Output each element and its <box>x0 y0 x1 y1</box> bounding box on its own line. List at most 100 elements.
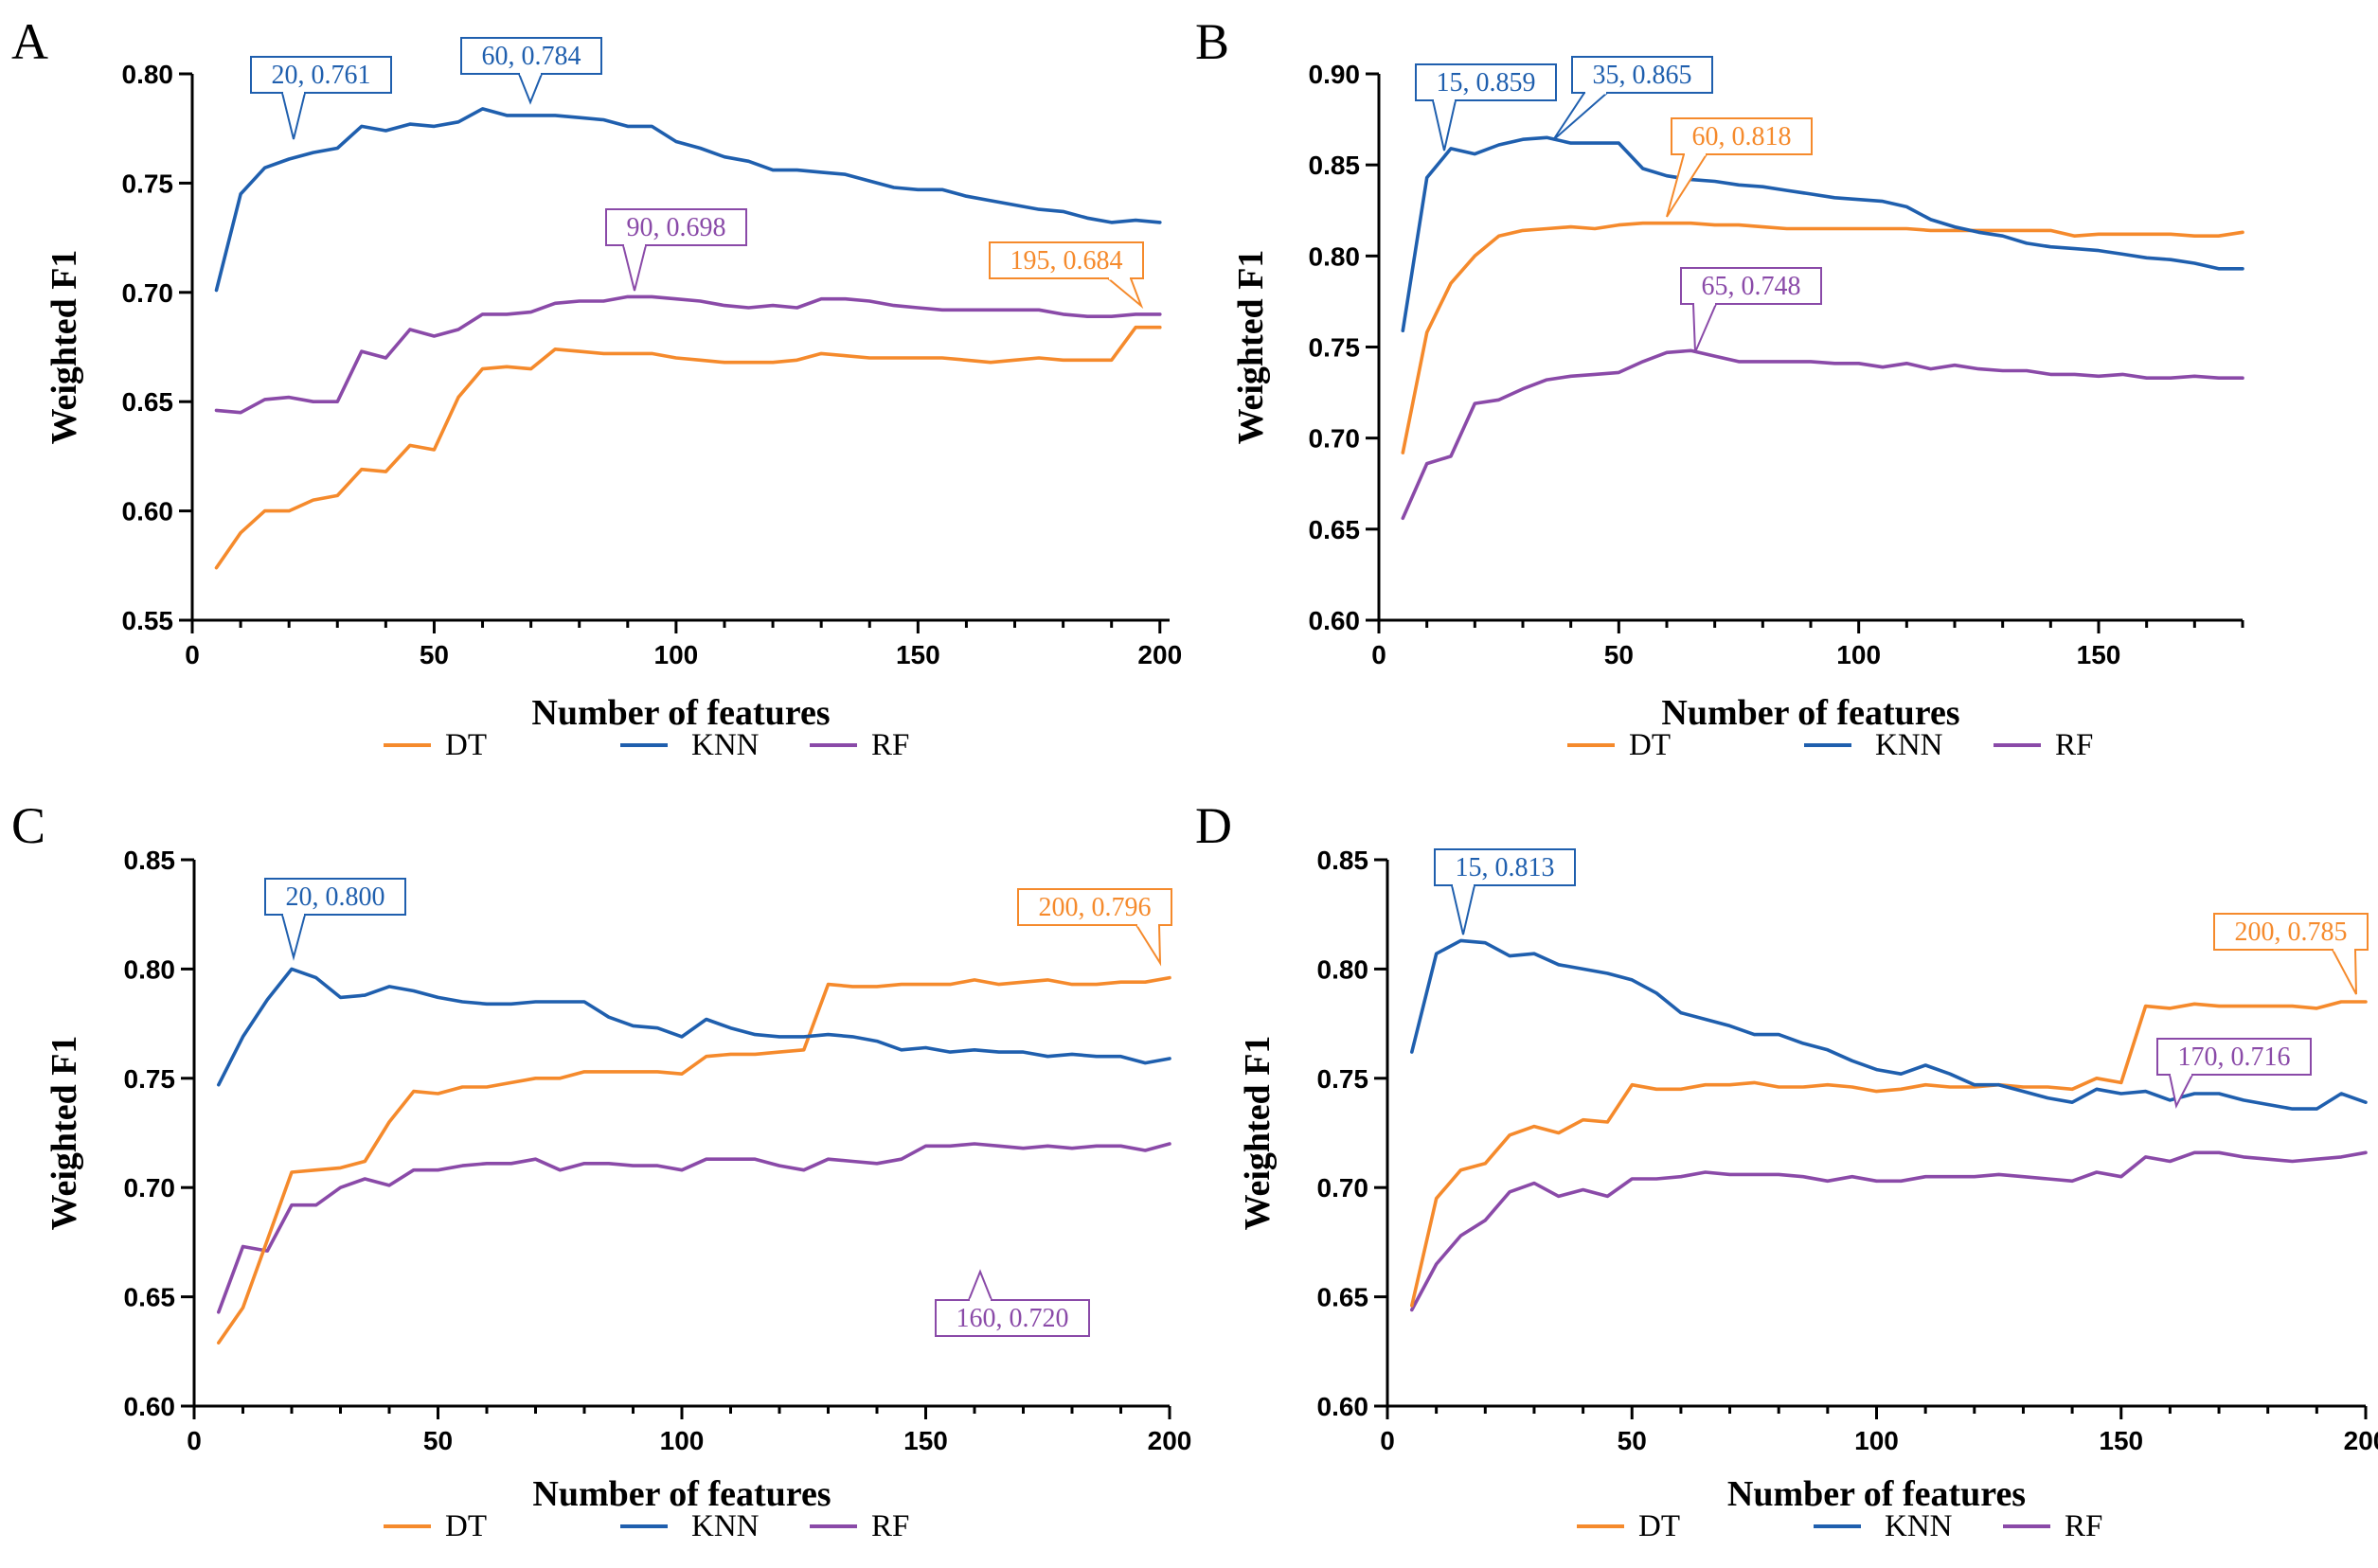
panel-d-series-dt <box>1410 1000 2368 1308</box>
panel-b: B 0.60 0.65 0.70 0.75 0.80 0.85 0.90 0 50 100 150 Nu… <box>1195 13 2244 762</box>
panel-a-annotation: 90, 0.698 <box>605 208 747 292</box>
panel-c: C 0.60 0.65 0.70 0.75 0.80 0.85 0 50 100 150 200 Num… <box>11 797 1191 1543</box>
panel-a-y-tick-label: 0.55 <box>122 606 174 635</box>
panel-a-x-tick-label: 200 <box>1137 640 1182 669</box>
panel-c-x-tick-label: 100 <box>660 1426 705 1455</box>
panel-c-x-tick-label: 50 <box>423 1426 453 1455</box>
panel-c-y-tick-label: 0.85 <box>124 846 176 875</box>
panel-a-series-knn <box>214 107 1162 293</box>
panel-b-annotation-label: 35, 0.865 <box>1593 61 1692 90</box>
panel-b-x-tick-label: 0 <box>1371 640 1386 669</box>
panel-a-annotation-box <box>460 37 602 75</box>
panel-d-annotation: 170, 0.716 <box>2156 1038 2312 1109</box>
panel-a-annotation-box <box>250 56 392 94</box>
panel-c-annotation: 20, 0.800 <box>264 878 406 961</box>
panel-a-annotation: 20, 0.761 <box>250 56 392 140</box>
panel-c-annotation-box <box>935 1299 1090 1337</box>
panel-b-annotation: 15, 0.859 <box>1415 63 1557 151</box>
panel-d-letter: D <box>1195 797 1232 854</box>
panel-c-legend-label-dt: DT <box>445 1509 487 1543</box>
panel-c-annotation-label: 200, 0.796 <box>1039 893 1152 922</box>
panel-d-y-tick-label: 0.75 <box>1317 1064 1369 1094</box>
panel-d-annotation-box <box>2156 1038 2312 1076</box>
panel-c-x-tick-label: 150 <box>903 1426 948 1455</box>
panel-b-x-axis-title: Number of features <box>1661 693 1959 733</box>
panel-b-annotation: 35, 0.865 <box>1552 56 1713 141</box>
panel-c-y-tick-label: 0.65 <box>124 1283 176 1312</box>
panel-b-annotation-box <box>1571 56 1713 94</box>
panel-b-y-tick-label: 0.70 <box>1309 424 1361 454</box>
panel-d-x-tick-label: 50 <box>1618 1426 1647 1455</box>
panel-a: A 0.55 0.60 0.65 0.70 0.75 0.80 0 50 100 150 200 Num… <box>11 13 1182 762</box>
panel-d-legend-label-knn: KNN <box>1885 1509 1953 1543</box>
panel-b-y-axis-title: Weighted F1 <box>1231 250 1271 445</box>
panel-c-y-tick-label: 0.75 <box>124 1064 176 1094</box>
panel-d-series-knn <box>1410 938 2368 1111</box>
panel-a-y-axis-title: Weighted F1 <box>45 250 84 445</box>
panel-c-x-tick-label: 0 <box>187 1426 202 1455</box>
panel-b-annotation-box <box>1415 63 1557 101</box>
panel-a-annotation-label: 195, 0.684 <box>1010 246 1123 276</box>
panel-d-annotation-box <box>2213 913 2369 951</box>
panel-b-x-tick-label: 50 <box>1604 640 1634 669</box>
panel-a-series-rf <box>214 294 1162 415</box>
panel-b-series-dt <box>1401 221 2244 454</box>
panel-b-legend-label-rf: RF <box>2055 728 2093 762</box>
panel-d-annotation: 200, 0.785 <box>2213 913 2369 995</box>
panel-a-annotation-label: 60, 0.784 <box>482 42 581 71</box>
panel-a-x-tick-label: 0 <box>185 640 200 669</box>
panel-d-y-tick-label: 0.70 <box>1317 1173 1369 1203</box>
panel-b-y-tick-label: 0.75 <box>1309 333 1361 363</box>
panel-a-annotation: 195, 0.684 <box>989 241 1144 310</box>
panel-b-annotation: 65, 0.748 <box>1680 267 1822 353</box>
panel-a-y-tick-label: 0.75 <box>122 169 174 198</box>
panel-a-y-tick-label: 0.65 <box>122 387 174 417</box>
panel-a-x-tick-label: 150 <box>896 640 940 669</box>
panel-c-annotation-box <box>264 878 406 916</box>
panel-a-legend-label-knn: KNN <box>691 728 760 762</box>
panel-a-annotation-box <box>989 241 1144 279</box>
panel-c-series-dt <box>217 975 1171 1345</box>
panel-d-y-axis-title: Weighted F1 <box>1238 1036 1278 1231</box>
panel-d-annotation-label: 15, 0.813 <box>1456 853 1555 882</box>
panel-c-series-rf <box>217 1142 1171 1314</box>
panel-a-legend-label-dt: DT <box>445 728 487 762</box>
panel-c-y-tick-label: 0.80 <box>124 954 176 984</box>
panel-c-y-axis-title: Weighted F1 <box>45 1036 84 1231</box>
panel-d-annotation-box <box>1434 848 1576 886</box>
panel-d-legend-label-dt: DT <box>1638 1509 1680 1543</box>
panel-b-y-tick-label: 0.65 <box>1309 515 1361 544</box>
panel-b-y-tick-label: 0.80 <box>1309 241 1361 271</box>
panel-d: D 0.60 0.65 0.70 0.75 0.80 0.85 0 50 100 150 200 Num… <box>1195 797 2378 1543</box>
panel-a-annotation-label: 20, 0.761 <box>272 61 371 90</box>
panel-b-legend-label-knn: KNN <box>1875 728 1943 762</box>
panel-a-y-tick-label: 0.70 <box>122 278 174 308</box>
panel-b-annotation-label: 15, 0.859 <box>1437 68 1536 98</box>
panel-c-series-knn <box>217 967 1171 1087</box>
panel-d-legend-label-rf: RF <box>2065 1509 2102 1543</box>
panel-d-y-tick-label: 0.65 <box>1317 1283 1369 1312</box>
panel-a-x-axis-title: Number of features <box>531 693 830 733</box>
panel-c-y-tick-label: 0.60 <box>124 1392 176 1421</box>
panel-c-y-tick-label: 0.70 <box>124 1173 176 1203</box>
panel-d-x-axis-title: Number of features <box>1727 1474 2026 1514</box>
panel-d-annotation-label: 170, 0.716 <box>2178 1042 2291 1072</box>
panel-d-x-tick-label: 0 <box>1380 1426 1395 1455</box>
panel-c-legend-label-rf: RF <box>871 1509 909 1543</box>
panel-b-y-tick-label: 0.85 <box>1309 151 1361 180</box>
panel-b-annotation: 60, 0.818 <box>1666 117 1813 218</box>
panel-d-x-tick-label: 150 <box>2099 1426 2143 1455</box>
panel-c-annotation-label: 20, 0.800 <box>286 882 385 912</box>
panel-a-y-tick-label: 0.80 <box>122 60 174 89</box>
panel-c-annotation-label: 160, 0.720 <box>957 1304 1069 1333</box>
panel-d-x-tick-label: 100 <box>1854 1426 1899 1455</box>
panel-b-y-tick-label: 0.90 <box>1309 60 1361 89</box>
panel-b-annotation-label: 65, 0.748 <box>1702 272 1801 301</box>
panel-a-annotation: 60, 0.784 <box>460 37 602 105</box>
panel-d-y-tick-label: 0.80 <box>1317 954 1369 984</box>
panel-b-x-tick-label: 100 <box>1836 640 1881 669</box>
panel-d-series-rf <box>1410 1150 2368 1312</box>
panel-c-legend-label-knn: KNN <box>691 1509 760 1543</box>
panel-c-x-tick-label: 200 <box>1148 1426 1192 1455</box>
